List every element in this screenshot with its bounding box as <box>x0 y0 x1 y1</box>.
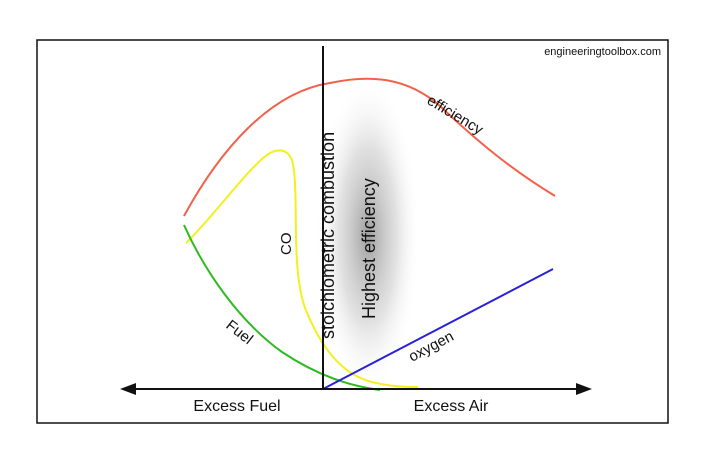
fuel-curve <box>183 224 381 391</box>
axis-arrow-right <box>576 383 592 395</box>
co-label: CO <box>278 233 295 256</box>
oxygen-line <box>322 268 554 390</box>
excess-air-label: Excess Air <box>414 398 489 415</box>
source-credit: engineeringtoolbox.com <box>544 46 661 58</box>
co-curve <box>185 149 419 388</box>
excess-fuel-label: Excess Fuel <box>193 398 280 415</box>
axis-arrow-left <box>120 383 136 395</box>
efficiency-curve <box>183 77 556 217</box>
highest-efficiency-glow <box>316 75 420 395</box>
stoichiometric-label: stoichiometric combustion <box>318 132 338 339</box>
highest-efficiency-label: Highest efficiency <box>359 178 379 319</box>
